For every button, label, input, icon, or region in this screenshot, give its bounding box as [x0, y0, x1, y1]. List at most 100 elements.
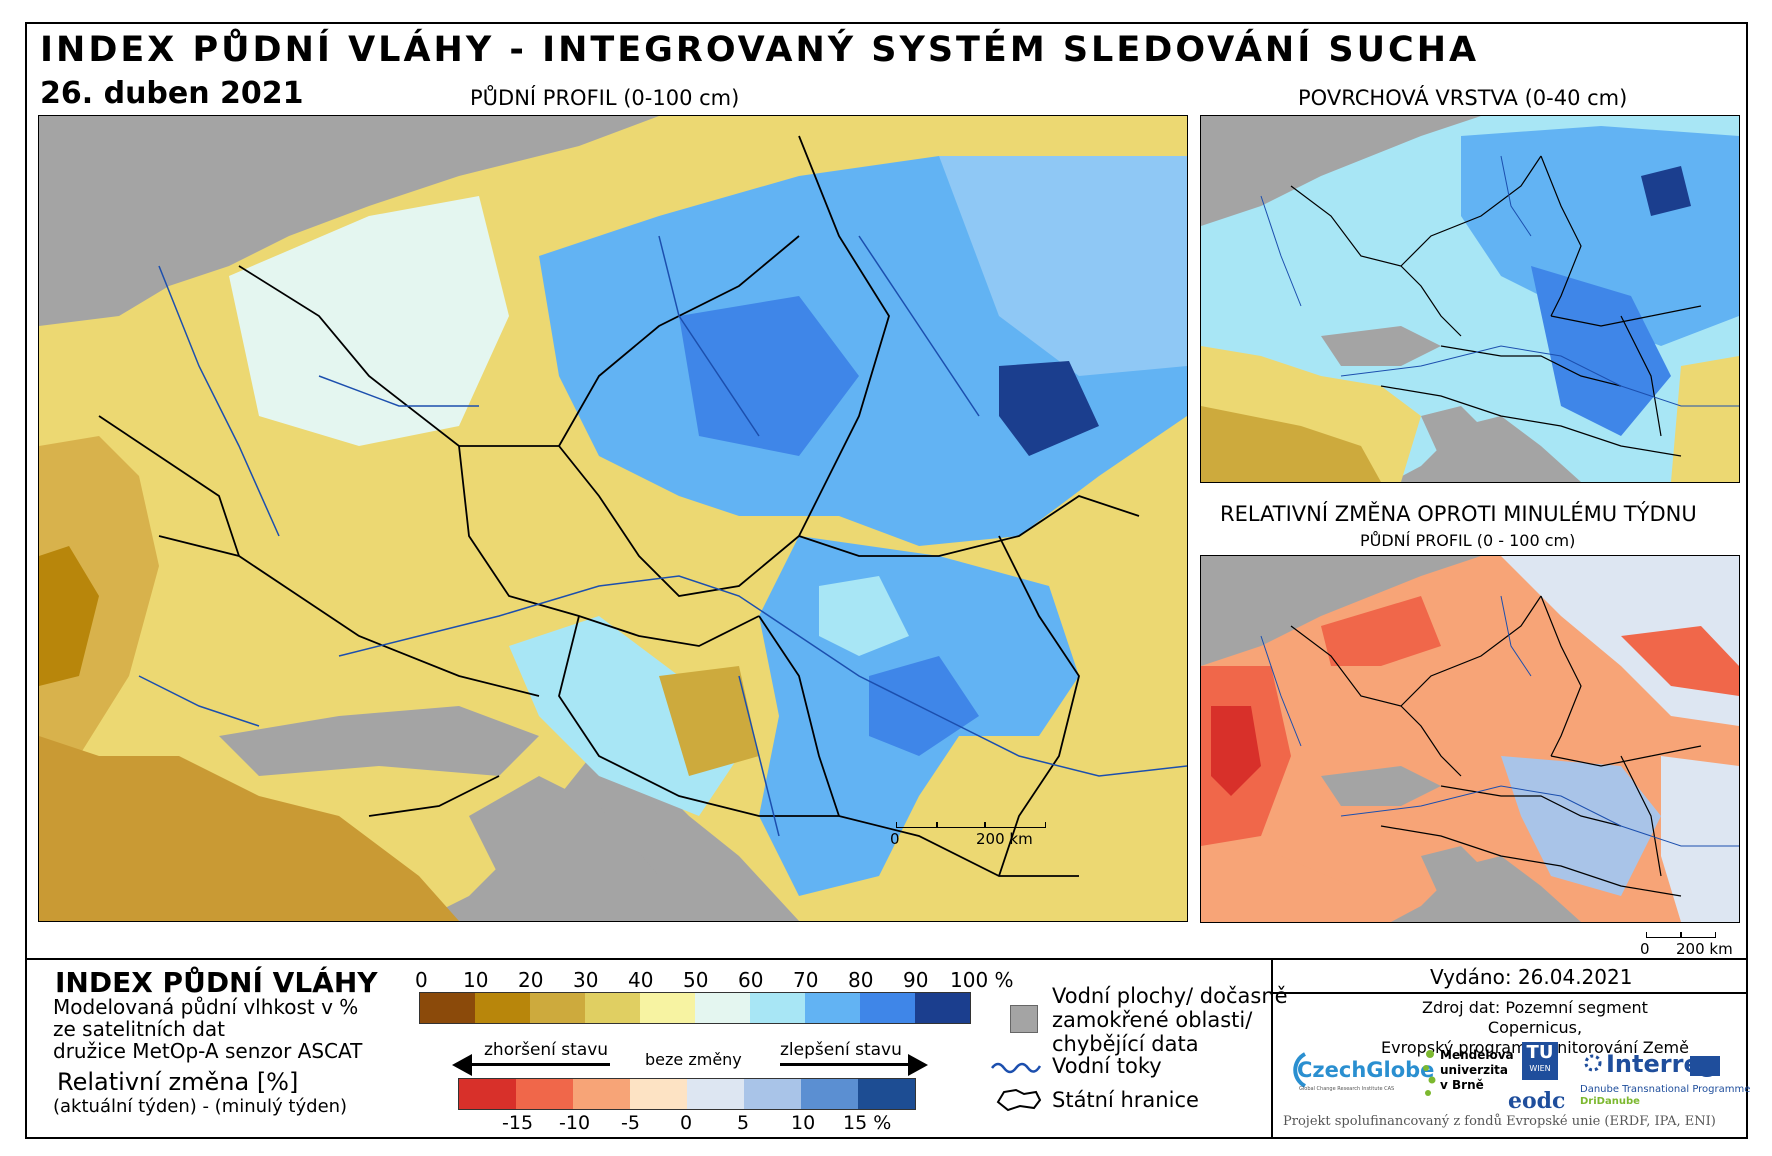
change-map-subtitle: PŮDNÍ PROFIL (0 - 100 cm): [1360, 531, 1576, 550]
moisture-ramp-swatch: [860, 993, 915, 1023]
legend-title: INDEX PŮDNÍ VLÁHY: [55, 966, 378, 999]
ramp-label: 100 %: [950, 968, 1014, 992]
ramp-label: 40: [628, 968, 654, 992]
legend-description: Modelovaná půdní vlhkost v % ze satelitn…: [53, 996, 362, 1062]
page-title: INDEX PŮDNÍ VLÁHY - INTEGROVANÝ SYSTÉM S…: [40, 30, 1480, 70]
water-bodies-line: zamokřené oblasti/: [1052, 1008, 1253, 1032]
mendel-text: Mendelova univerzita v Brně: [1440, 1048, 1514, 1093]
main-scalebar-zero: 0: [890, 830, 900, 848]
main-scalebar-tick: [984, 822, 986, 828]
change-ramp-swatch: [687, 1079, 744, 1109]
ramp-label: 50: [683, 968, 709, 992]
ramp-label: 60: [738, 968, 764, 992]
change-map-title: RELATIVNÍ ZMĚNA OPROTI MINULÉMU TÝDNU: [1220, 502, 1697, 526]
main-scalebar: 0 200 km: [888, 822, 1068, 848]
change-ramp-swatch: [630, 1079, 687, 1109]
info-divider: [1271, 992, 1748, 994]
borders-label: Státní hranice: [1052, 1088, 1199, 1112]
main-scalebar-bar: [896, 822, 1046, 828]
moisture-ramp-swatch: [640, 993, 695, 1023]
change-ramp-label: 10: [791, 1112, 816, 1134]
no-change-label: beze změny: [645, 1050, 742, 1069]
moisture-ramp-swatch: [530, 993, 585, 1023]
czechglobe-text: CzechGlobe: [1297, 1058, 1435, 1082]
side-scalebar-tick: [1680, 932, 1682, 938]
relative-change-formula: (aktuální týden) - (minulý týden): [53, 1096, 348, 1117]
change-ramp-swatch: [858, 1079, 915, 1109]
interreg-subtext: Danube Transnational Programme: [1580, 1084, 1751, 1095]
water-bodies-label: Vodní plochy/ dočasně zamokřené oblasti/…: [1052, 984, 1288, 1056]
side-scalebar-zero: 0: [1640, 940, 1650, 958]
main-soil-moisture-map: [38, 115, 1188, 922]
tu-wien-text: TU: [1526, 1042, 1554, 1063]
change-ramp-label: -5: [621, 1112, 640, 1134]
change-ramp-swatch: [801, 1079, 858, 1109]
relative-change-map: [1200, 555, 1740, 923]
mendel-text-line: Mendelova: [1440, 1048, 1514, 1062]
side-scalebar: 0 200 km: [1640, 932, 1740, 958]
tu-wien-logo: TU WIEN: [1522, 1042, 1558, 1080]
change-ramp-swatch: [516, 1079, 573, 1109]
interreg-sun-icon: [1584, 1054, 1602, 1072]
change-ramp-label: 5: [737, 1112, 750, 1134]
change-ramp-label: 15 %: [843, 1112, 892, 1134]
eu-flag-icon: [1690, 1056, 1720, 1076]
moisture-ramp-swatch: [695, 993, 750, 1023]
moisture-ramp-swatch: [915, 993, 970, 1023]
main-scalebar-tick: [936, 822, 938, 828]
mendel-text-line: univerzita: [1440, 1063, 1509, 1077]
ramp-label: 80: [848, 968, 874, 992]
moisture-ramp-swatch: [475, 993, 530, 1023]
change-color-ramp: [458, 1078, 916, 1110]
legend-divider: [1271, 958, 1273, 1139]
worse-label: zhoršení stavu: [484, 1040, 609, 1060]
water-bodies-line: Vodní plochy/ dočasně: [1052, 984, 1288, 1008]
page-frame: [25, 22, 1748, 1139]
moisture-color-ramp: [419, 992, 971, 1024]
change-ramp-label: 0: [680, 1112, 693, 1134]
side-scalebar-label: 200 km: [1676, 940, 1733, 958]
ramp-label: 0: [415, 968, 428, 992]
river-icon: [991, 1062, 1042, 1074]
ramp-label: 30: [573, 968, 599, 992]
change-ramp-swatch: [744, 1079, 801, 1109]
czechglobe-subtext: Global Change Research Institute CAS: [1299, 1086, 1395, 1092]
ramp-label: 90: [903, 968, 929, 992]
issue-date-heading: 26. duben 2021: [40, 76, 304, 111]
ramp-label: 20: [518, 968, 544, 992]
tu-wien-subtext: WIEN: [1529, 1064, 1551, 1073]
change-ramp-label: -15: [502, 1112, 534, 1134]
better-arrow-icon: [908, 1054, 928, 1076]
issued-date: Vydáno: 26.04.2021: [1430, 965, 1633, 989]
moisture-ramp-swatch: [420, 993, 475, 1023]
data-source-line: Zdroj dat: Pozemní segment Copernicus,: [1422, 998, 1648, 1037]
main-map-title: PŮDNÍ PROFIL (0-100 cm): [470, 86, 740, 110]
water-bodies-line: chybějící data: [1052, 1032, 1199, 1056]
ramp-label: 70: [793, 968, 819, 992]
dridanube-text: DriDanube: [1580, 1096, 1640, 1107]
legend-description-line: družice MetOp-A senzor ASCAT: [53, 1039, 363, 1063]
eodc-logo: eodc: [1508, 1088, 1566, 1114]
mendel-text-line: v Brně: [1440, 1078, 1484, 1092]
czechglobe-arc-icon: [1293, 1052, 1307, 1088]
moisture-ramp-swatch: [805, 993, 860, 1023]
moisture-ramp-swatch: [585, 993, 640, 1023]
legend-description-line: ze satelitních dat: [53, 1017, 225, 1041]
main-scalebar-label: 200 km: [976, 830, 1033, 848]
surface-map-title: POVRCHOVÁ VRSTVA (0-40 cm): [1298, 86, 1628, 110]
surface-soil-moisture-map: [1200, 115, 1740, 483]
ramp-label: 10: [463, 968, 489, 992]
mendel-dots-icon: [1423, 1050, 1436, 1096]
legend-panel: [25, 958, 1748, 1139]
change-ramp-swatch: [573, 1079, 630, 1109]
change-ramp-label: -10: [559, 1112, 591, 1134]
legend-description-line: Modelovaná půdní vlhkost v %: [53, 995, 359, 1019]
funding-footer: Projekt spolufinancovaný z fondů Evropsk…: [1283, 1114, 1716, 1129]
rivers-label: Vodní toky: [1052, 1054, 1162, 1078]
worse-arrow-icon: [452, 1054, 472, 1076]
better-label: zlepšení stavu: [780, 1040, 902, 1060]
moisture-ramp-swatch: [750, 993, 805, 1023]
relative-change-title: Relativní změna [%]: [57, 1068, 299, 1096]
water-bodies-swatch: [1010, 1005, 1038, 1033]
worse-arrow-line: [470, 1063, 610, 1066]
